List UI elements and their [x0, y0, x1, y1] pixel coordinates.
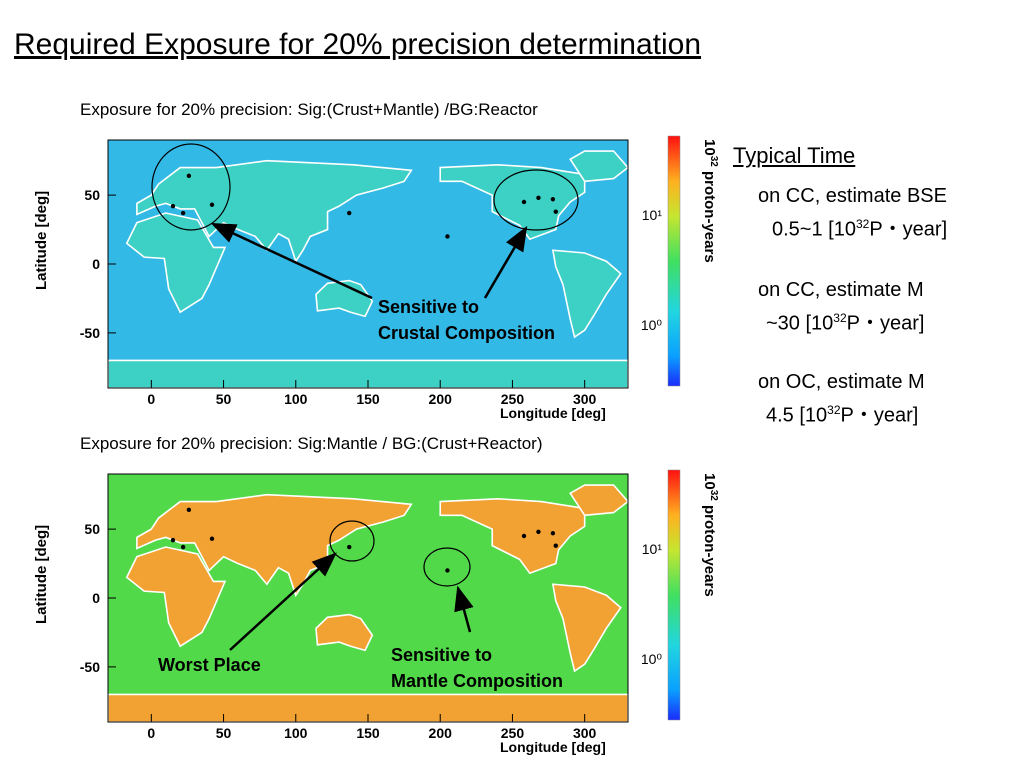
- site-marker: [536, 529, 541, 535]
- estimate-value: 4.5 [1032P・year]: [766, 403, 919, 427]
- estimate-label: on OC, estimate M: [758, 371, 925, 393]
- annotation-arrow: [454, 585, 474, 633]
- slide-title: Required Exposure for 20% precision dete…: [14, 28, 702, 61]
- annotation-label: Worst Place: [158, 655, 261, 675]
- continent-outline: [125, 212, 227, 314]
- annotation-arrow: [229, 552, 337, 651]
- site-marker: [445, 568, 450, 573]
- highlight-ellipse: [493, 169, 579, 231]
- annotation-label: Sensitive to: [378, 297, 479, 317]
- annotation-label: Mantle Composition: [391, 671, 563, 691]
- colorbar-tick-label: 10¹: [642, 207, 663, 223]
- x-axis-label: Longitude [deg]: [500, 739, 606, 755]
- x-tick-label: 100: [284, 391, 308, 407]
- chart-title: Exposure for 20% precision: Sig:(Crust+M…: [80, 100, 538, 119]
- estimate-mantle-cc: on CC, estimate M ~30 [1032P・year]: [758, 276, 924, 338]
- site-marker: [186, 507, 192, 513]
- colorbar: [667, 469, 681, 721]
- x-tick-label: 300: [573, 391, 597, 407]
- continent-outline: [551, 249, 622, 339]
- continent-outline: [551, 583, 622, 673]
- annotation-label: Crustal Composition: [378, 323, 555, 343]
- chart-plot-area: 0 50 100 150 200 250 300 -50 0 50 10¹ 10⁰ Sensitive …: [80, 135, 681, 407]
- site-marker: [180, 210, 186, 216]
- estimate-value: ~30 [1032P・year]: [766, 311, 925, 335]
- site-marker: [536, 195, 541, 201]
- site-marker: [553, 209, 558, 214]
- colorbar: [667, 135, 681, 387]
- continent-outline: [439, 163, 586, 241]
- chart-crust-mantle: Exposure for 20% precision: Sig:(Crust+M…: [30, 100, 719, 430]
- site-marker: [550, 531, 556, 536]
- x-tick-label: 150: [356, 725, 380, 741]
- estimate-mantle-oc: on OC, estimate M 4.5 [1032P・year]: [758, 368, 925, 430]
- site-marker: [347, 544, 352, 550]
- land-layer: [108, 484, 628, 722]
- colorbar-tick-label: 10¹: [642, 541, 663, 557]
- x-tick-label: 200: [429, 725, 453, 741]
- chart-mantle: Exposure for 20% precision: Sig:Mantle /…: [30, 434, 719, 764]
- typical-time-heading: Typical Time: [733, 143, 856, 168]
- site-marker: [170, 203, 176, 209]
- estimate-bse: on CC, estimate BSE 0.5~1 [1032P・year]: [758, 182, 947, 244]
- site-marker: [209, 202, 215, 207]
- x-tick-label: 100: [284, 725, 308, 741]
- highlight-ellipse: [151, 143, 231, 231]
- annotation-arrow: [483, 225, 528, 299]
- x-tick-label: 0: [147, 725, 155, 741]
- continent-outline: [125, 546, 227, 648]
- x-tick-label: 250: [501, 391, 525, 407]
- continent-outline: [136, 493, 413, 598]
- y-tick-label: 0: [92, 590, 100, 606]
- site-marker: [521, 199, 527, 205]
- highlight-ellipse: [329, 520, 375, 562]
- continent-outline: [315, 613, 374, 652]
- colorbar-tick-label: 10⁰: [641, 317, 663, 333]
- estimate-value: 0.5~1 [1032P・year]: [772, 217, 948, 241]
- chart-title: Exposure for 20% precision: Sig:Mantle /…: [80, 434, 543, 453]
- site-marker: [209, 536, 215, 541]
- y-tick-label: 0: [92, 256, 100, 272]
- x-tick-label: 50: [216, 725, 232, 741]
- x-tick-label: 250: [501, 725, 525, 741]
- site-marker: [186, 173, 192, 179]
- site-marker: [521, 533, 527, 539]
- y-tick-label: -50: [80, 325, 100, 341]
- continent-outline: [569, 150, 628, 183]
- y-tick-label: 50: [84, 521, 100, 537]
- site-marker: [170, 537, 176, 543]
- x-tick-label: 200: [429, 391, 453, 407]
- y-tick-label: -50: [80, 659, 100, 675]
- chart-plot-area: 0 50 100 150 200 250 300 -50 0 50 10¹ 10⁰ Worst Plac…: [80, 469, 681, 741]
- y-tick-label: 50: [84, 187, 100, 203]
- x-axis-label: Longitude [deg]: [500, 405, 606, 421]
- continent-outline: [108, 693, 628, 722]
- site-marker: [550, 197, 556, 202]
- continent-outline: [108, 359, 628, 388]
- site-marker: [180, 544, 186, 550]
- highlight-ellipse: [423, 547, 471, 587]
- continent-outline: [136, 159, 413, 264]
- x-tick-label: 150: [356, 391, 380, 407]
- annotation-label: Sensitive to: [391, 645, 492, 665]
- x-tick-label: 0: [147, 391, 155, 407]
- x-tick-label: 300: [573, 725, 597, 741]
- continent-outline: [569, 484, 628, 517]
- site-marker: [347, 210, 352, 216]
- estimate-label: on CC, estimate M: [758, 279, 924, 301]
- site-marker: [553, 543, 558, 548]
- estimate-label: on CC, estimate BSE: [758, 185, 947, 207]
- colorbar-tick-label: 10⁰: [641, 651, 663, 667]
- continent-outline: [439, 497, 586, 575]
- site-marker: [445, 234, 450, 239]
- annotation-arrow: [210, 222, 373, 300]
- x-tick-label: 50: [216, 391, 232, 407]
